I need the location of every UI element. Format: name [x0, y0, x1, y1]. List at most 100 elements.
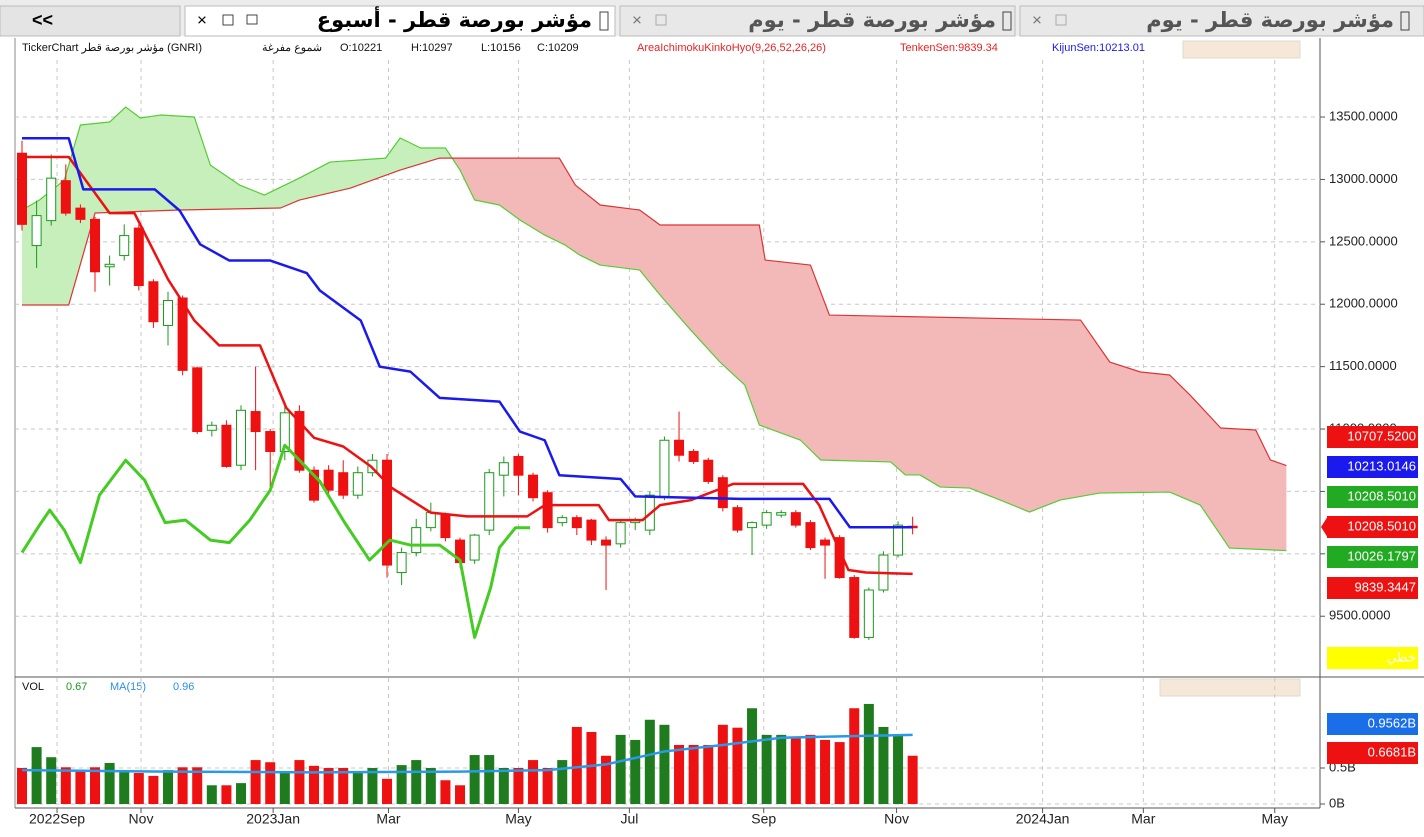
tab-title[interactable]: مؤشر بورصة قطر - يوم	[1146, 8, 1394, 32]
candle-body	[31, 215, 42, 247]
x-tick-label: 2022Sep	[29, 811, 85, 827]
candle-body	[440, 514, 451, 539]
y-tick-label: 12000.0000	[1329, 296, 1398, 311]
badge-pointer	[1321, 516, 1328, 538]
candle-body	[498, 462, 509, 476]
candle-body	[790, 512, 801, 526]
candle-body	[323, 469, 334, 491]
info-text: O:10221	[340, 42, 382, 54]
maximize-icon[interactable]	[1055, 14, 1067, 26]
volume-info-text: VOL	[22, 681, 44, 693]
tab-checkbox[interactable]	[1400, 11, 1410, 31]
volume-bar	[717, 724, 728, 804]
candle-body	[820, 539, 831, 546]
candle-body	[674, 439, 685, 456]
info-text: TickerChart مؤشر بورصة قطر (GNRI)	[22, 42, 202, 54]
volume-bar	[586, 732, 597, 804]
close-icon[interactable]: ×	[1032, 10, 1042, 29]
maximize-icon[interactable]	[222, 14, 234, 26]
detach-icon[interactable]	[246, 14, 258, 25]
volume-bar	[630, 739, 641, 804]
volume-bar	[469, 755, 480, 804]
price-badge	[1327, 577, 1418, 599]
volume-ma-line	[21, 733, 913, 774]
volume-bar	[338, 768, 349, 804]
x-tick-label: May	[505, 811, 531, 827]
volume-bar	[236, 783, 247, 804]
candle-body	[119, 235, 130, 257]
candle-body	[206, 424, 217, 431]
candle-body	[250, 411, 261, 433]
candle-body	[60, 180, 71, 214]
candle-body	[761, 512, 772, 526]
info-text: C:10209	[537, 42, 579, 54]
tab-checkbox[interactable]	[1002, 11, 1012, 31]
candle-body	[703, 459, 714, 482]
back-button[interactable]	[0, 5, 181, 37]
volume-bar	[221, 785, 232, 804]
y-tick-label: 0B	[1329, 795, 1345, 810]
indicator-line	[20, 443, 531, 639]
x-tick-label: 2024Jan	[1016, 811, 1070, 827]
candle-body	[236, 409, 247, 466]
volume-bar	[761, 734, 772, 804]
candle-body	[133, 227, 144, 287]
price-badge	[1327, 647, 1418, 669]
price-badge	[1327, 426, 1418, 448]
candle-body	[148, 281, 159, 323]
price-badge	[1327, 516, 1418, 538]
x-tick-label: Mar	[1131, 811, 1155, 827]
candle-body	[279, 412, 290, 452]
tab-checkbox[interactable]	[599, 11, 609, 31]
maximize-icon[interactable]	[655, 14, 667, 26]
candle-body	[601, 539, 612, 546]
volume-bar	[615, 734, 626, 804]
price-badge-label: 10213.0146	[1347, 458, 1416, 473]
y-tick-label: 13000.0000	[1329, 171, 1398, 186]
close-icon[interactable]: ×	[197, 10, 207, 29]
close-icon[interactable]: ×	[632, 10, 642, 29]
volume-bar	[820, 739, 831, 804]
x-tick-label: Nov	[129, 811, 154, 827]
price-badge-label: خطي	[1386, 649, 1416, 664]
y-tick-label: 13500.0000	[1329, 108, 1398, 123]
x-tick-label: 2023Jan	[246, 811, 300, 827]
volume-bar	[703, 744, 714, 804]
panel-toolbar[interactable]	[1159, 678, 1301, 697]
candle-body	[528, 474, 539, 499]
tab[interactable]	[619, 5, 1016, 37]
x-tick-label: May	[1262, 811, 1288, 827]
volume-bar	[688, 744, 699, 804]
volume-bar	[104, 762, 115, 804]
price-badge-label: 10208.5010	[1347, 518, 1416, 533]
tab-title[interactable]: مؤشر بورصة قطر - يوم	[748, 8, 996, 32]
volume-bar	[309, 765, 320, 804]
volume-bar	[601, 755, 612, 804]
volume-bar	[250, 760, 261, 804]
back-label[interactable]: <<	[32, 10, 53, 30]
volume-bar	[863, 703, 874, 804]
info-text: L:10156	[481, 42, 521, 54]
panel-toolbar[interactable]	[1182, 40, 1301, 59]
volume-bar	[440, 780, 451, 804]
candle-body	[586, 519, 597, 541]
volume-info-text: 0.67	[66, 681, 87, 693]
price-badge	[1327, 546, 1418, 568]
volume-bar	[133, 773, 144, 804]
volume-bar	[352, 772, 363, 804]
volume-bar	[849, 708, 860, 804]
candle-body	[352, 472, 363, 496]
price-badge-label: 10208.5010	[1347, 488, 1416, 503]
info-text: AreaIchimokuKinkoHyo(9,26,52,26,26)	[637, 42, 826, 54]
price-badge	[1327, 456, 1418, 478]
candle-body	[747, 522, 758, 529]
volume-bar	[732, 727, 743, 804]
senkou-b-line	[22, 157, 1287, 467]
volume-bar	[323, 768, 334, 804]
volume-bar	[484, 755, 495, 804]
candle-body	[615, 522, 626, 545]
tab-title[interactable]: مؤشر بورصة قطر - أسبوع	[317, 5, 592, 32]
tab[interactable]	[1019, 5, 1424, 37]
volume-bar	[192, 767, 203, 804]
